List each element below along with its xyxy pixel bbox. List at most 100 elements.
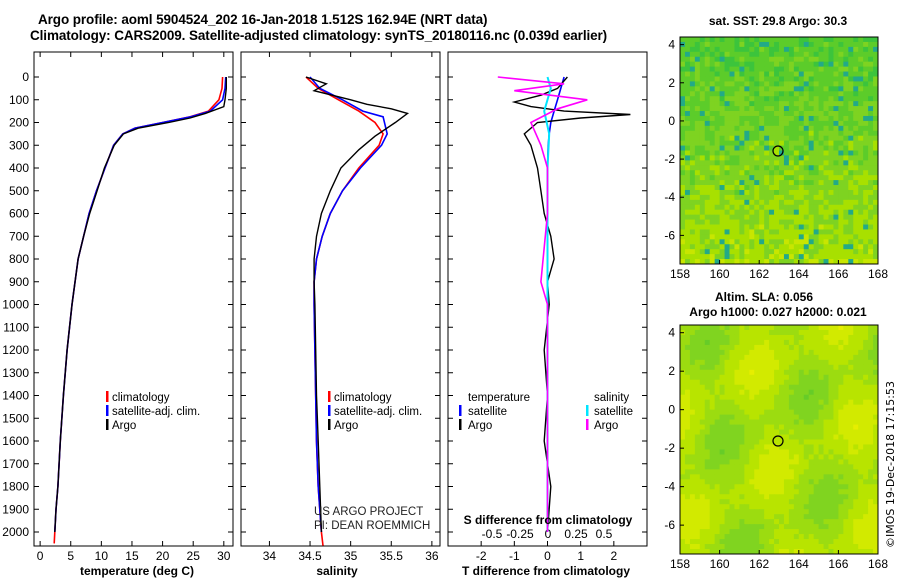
legend-swatch-satellite bbox=[106, 405, 109, 416]
map-y-tick-label: -2 bbox=[664, 152, 675, 166]
legend-swatch-t-argo bbox=[459, 419, 462, 430]
x-tick-label: 34.5 bbox=[298, 549, 322, 563]
legend-label-satellite: satellite-adj. clim. bbox=[112, 406, 200, 418]
x-tick-label: 5 bbox=[67, 549, 74, 563]
map-x-tick-label: 162 bbox=[749, 557, 769, 571]
map-x-tick-label: 164 bbox=[789, 267, 809, 281]
x-tick-label: 0 bbox=[37, 549, 44, 563]
depth-tick-label: 1100 bbox=[3, 320, 29, 334]
x-tick-label: 20 bbox=[156, 549, 170, 563]
map-x-tick-label: 160 bbox=[710, 557, 730, 571]
depth-tick-label: 1000 bbox=[2, 298, 29, 312]
map-y-tick-label: -2 bbox=[664, 441, 675, 455]
legend-title-salinity: salinity bbox=[594, 392, 629, 404]
s-tick-label: 0 bbox=[545, 527, 552, 541]
depth-tick-label: 1600 bbox=[2, 434, 29, 448]
sla-map-title-line1: Altim. SLA: 0.056 bbox=[715, 290, 813, 304]
s-difference-axis-label: S difference from climatology bbox=[464, 513, 633, 527]
depth-tick-label: 1400 bbox=[2, 389, 29, 403]
map-y-tick-label: 4 bbox=[668, 326, 675, 340]
legend-label-s-argo: Argo bbox=[594, 420, 618, 432]
x-tick-label: -1 bbox=[509, 549, 520, 563]
s-tick-label: 0.25 bbox=[564, 527, 588, 541]
salinity-panel bbox=[240, 51, 441, 547]
salinity-legend: climatology satellite-adj. clim. Argo bbox=[328, 391, 422, 432]
x-tick-label: 10 bbox=[95, 549, 109, 563]
sla-map-axes: 158 160 162 164 166 168 4 2 0 -2 -4 -6 bbox=[664, 326, 888, 571]
map-x-tick-label: 166 bbox=[828, 267, 848, 281]
sst-map-axes: 158 160 162 164 166 168 4 2 0 -2 -4 -6 bbox=[664, 38, 888, 281]
legend-swatch-argo bbox=[106, 419, 109, 430]
x-tick-label: 30 bbox=[217, 549, 231, 563]
map-y-tick-label: -4 bbox=[664, 190, 675, 204]
argo-position-marker bbox=[772, 435, 784, 447]
legend-label-argo: Argo bbox=[112, 420, 136, 432]
x-tick-label: 36 bbox=[425, 549, 439, 563]
legend-swatch-climatology bbox=[328, 391, 331, 402]
temperature-plot: 0 5 10 15 20 25 30 bbox=[37, 52, 231, 563]
depth-tick-label: 500 bbox=[9, 184, 29, 198]
map-y-tick-label: 2 bbox=[668, 76, 675, 90]
depth-tick-label: 1900 bbox=[2, 502, 29, 516]
legend-swatch-t-satellite bbox=[459, 405, 462, 416]
map-y-tick-label: -6 bbox=[664, 518, 675, 532]
depth-tick-label: 1800 bbox=[2, 480, 29, 494]
legend-swatch-climatology bbox=[106, 391, 109, 402]
temperature-axis-label: temperature (deg C) bbox=[80, 564, 194, 578]
series-line bbox=[511, 76, 631, 533]
legend-label-t-satellite: satellite bbox=[468, 406, 507, 418]
depth-tick-label: 200 bbox=[9, 116, 29, 130]
s-tick-label: 0.5 bbox=[596, 527, 613, 541]
x-tick-label: 25 bbox=[187, 549, 201, 563]
pi-credit: PI: DEAN ROEMMICH bbox=[314, 520, 430, 532]
depth-tick-label: 0 bbox=[22, 70, 29, 84]
map-x-tick-label: 166 bbox=[828, 557, 848, 571]
map-x-tick-label: 158 bbox=[670, 267, 690, 281]
legend-label-argo: Argo bbox=[334, 420, 358, 432]
legend-swatch-satellite bbox=[328, 405, 331, 416]
depth-tick-label: 600 bbox=[9, 207, 29, 221]
sla-map bbox=[679, 324, 879, 555]
map-y-tick-label: 0 bbox=[668, 403, 675, 417]
temperature-panel bbox=[33, 51, 234, 547]
temperature-legend: climatology satellite-adj. clim. Argo bbox=[106, 391, 200, 432]
map-x-tick-label: 164 bbox=[789, 557, 809, 571]
map-y-tick-label: 0 bbox=[668, 114, 675, 128]
series-line bbox=[309, 76, 389, 533]
x-tick-label: 1 bbox=[577, 549, 584, 563]
depth-tick-label: 400 bbox=[9, 161, 29, 175]
map-x-tick-label: 168 bbox=[868, 557, 888, 571]
depth-tick-label: 800 bbox=[9, 252, 29, 266]
legend-swatch-argo bbox=[328, 419, 331, 430]
legend-label-climatology: climatology bbox=[334, 392, 392, 404]
x-tick-label: 15 bbox=[125, 549, 139, 563]
series-line bbox=[54, 77, 228, 533]
salinity-axis-label: salinity bbox=[316, 564, 358, 578]
depth-tick-label: 1200 bbox=[2, 343, 29, 357]
depth-tick-label: 700 bbox=[9, 229, 29, 243]
map-y-tick-label: -6 bbox=[664, 228, 675, 242]
legend-label-satellite: satellite-adj. clim. bbox=[334, 406, 422, 418]
sla-map-title-line2: Argo h1000: 0.027 h2000: 0.021 bbox=[689, 305, 867, 319]
plot-title-line1: Argo profile: aoml 5904524_202 16-Jan-20… bbox=[38, 12, 488, 27]
map-x-tick-label: 160 bbox=[710, 267, 730, 281]
legend-label-t-argo: Argo bbox=[468, 420, 492, 432]
difference-legend: temperature satellite Argo salinity sate… bbox=[459, 392, 633, 432]
legend-swatch-s-satellite bbox=[586, 405, 589, 416]
x-tick-label: 34 bbox=[263, 549, 277, 563]
depth-tick-label: 1300 bbox=[2, 366, 29, 380]
project-credit: US ARGO PROJECT bbox=[314, 506, 423, 518]
x-tick-label: 35 bbox=[344, 549, 358, 563]
difference-plot: -2 -1 0 1 2 -0.5 -0.25 0 0.25 0.5 bbox=[476, 76, 631, 563]
sst-map bbox=[679, 36, 879, 265]
x-tick-label: 35.5 bbox=[380, 549, 404, 563]
sst-map-title: sat. SST: 29.8 Argo: 30.3 bbox=[709, 14, 848, 28]
legend-swatch-s-argo bbox=[586, 419, 589, 430]
map-x-tick-label: 158 bbox=[670, 557, 690, 571]
imos-credit: ©IMOS 19-Dec-2018 17:15:53 bbox=[884, 381, 897, 548]
s-tick-label: -0.25 bbox=[506, 527, 534, 541]
x-tick-label: 2 bbox=[610, 549, 617, 563]
salinity-plot: 34 34.5 35 35.5 36 bbox=[263, 52, 439, 563]
plot-title-line2: Climatology: CARS2009. Satellite-adjuste… bbox=[30, 28, 608, 43]
